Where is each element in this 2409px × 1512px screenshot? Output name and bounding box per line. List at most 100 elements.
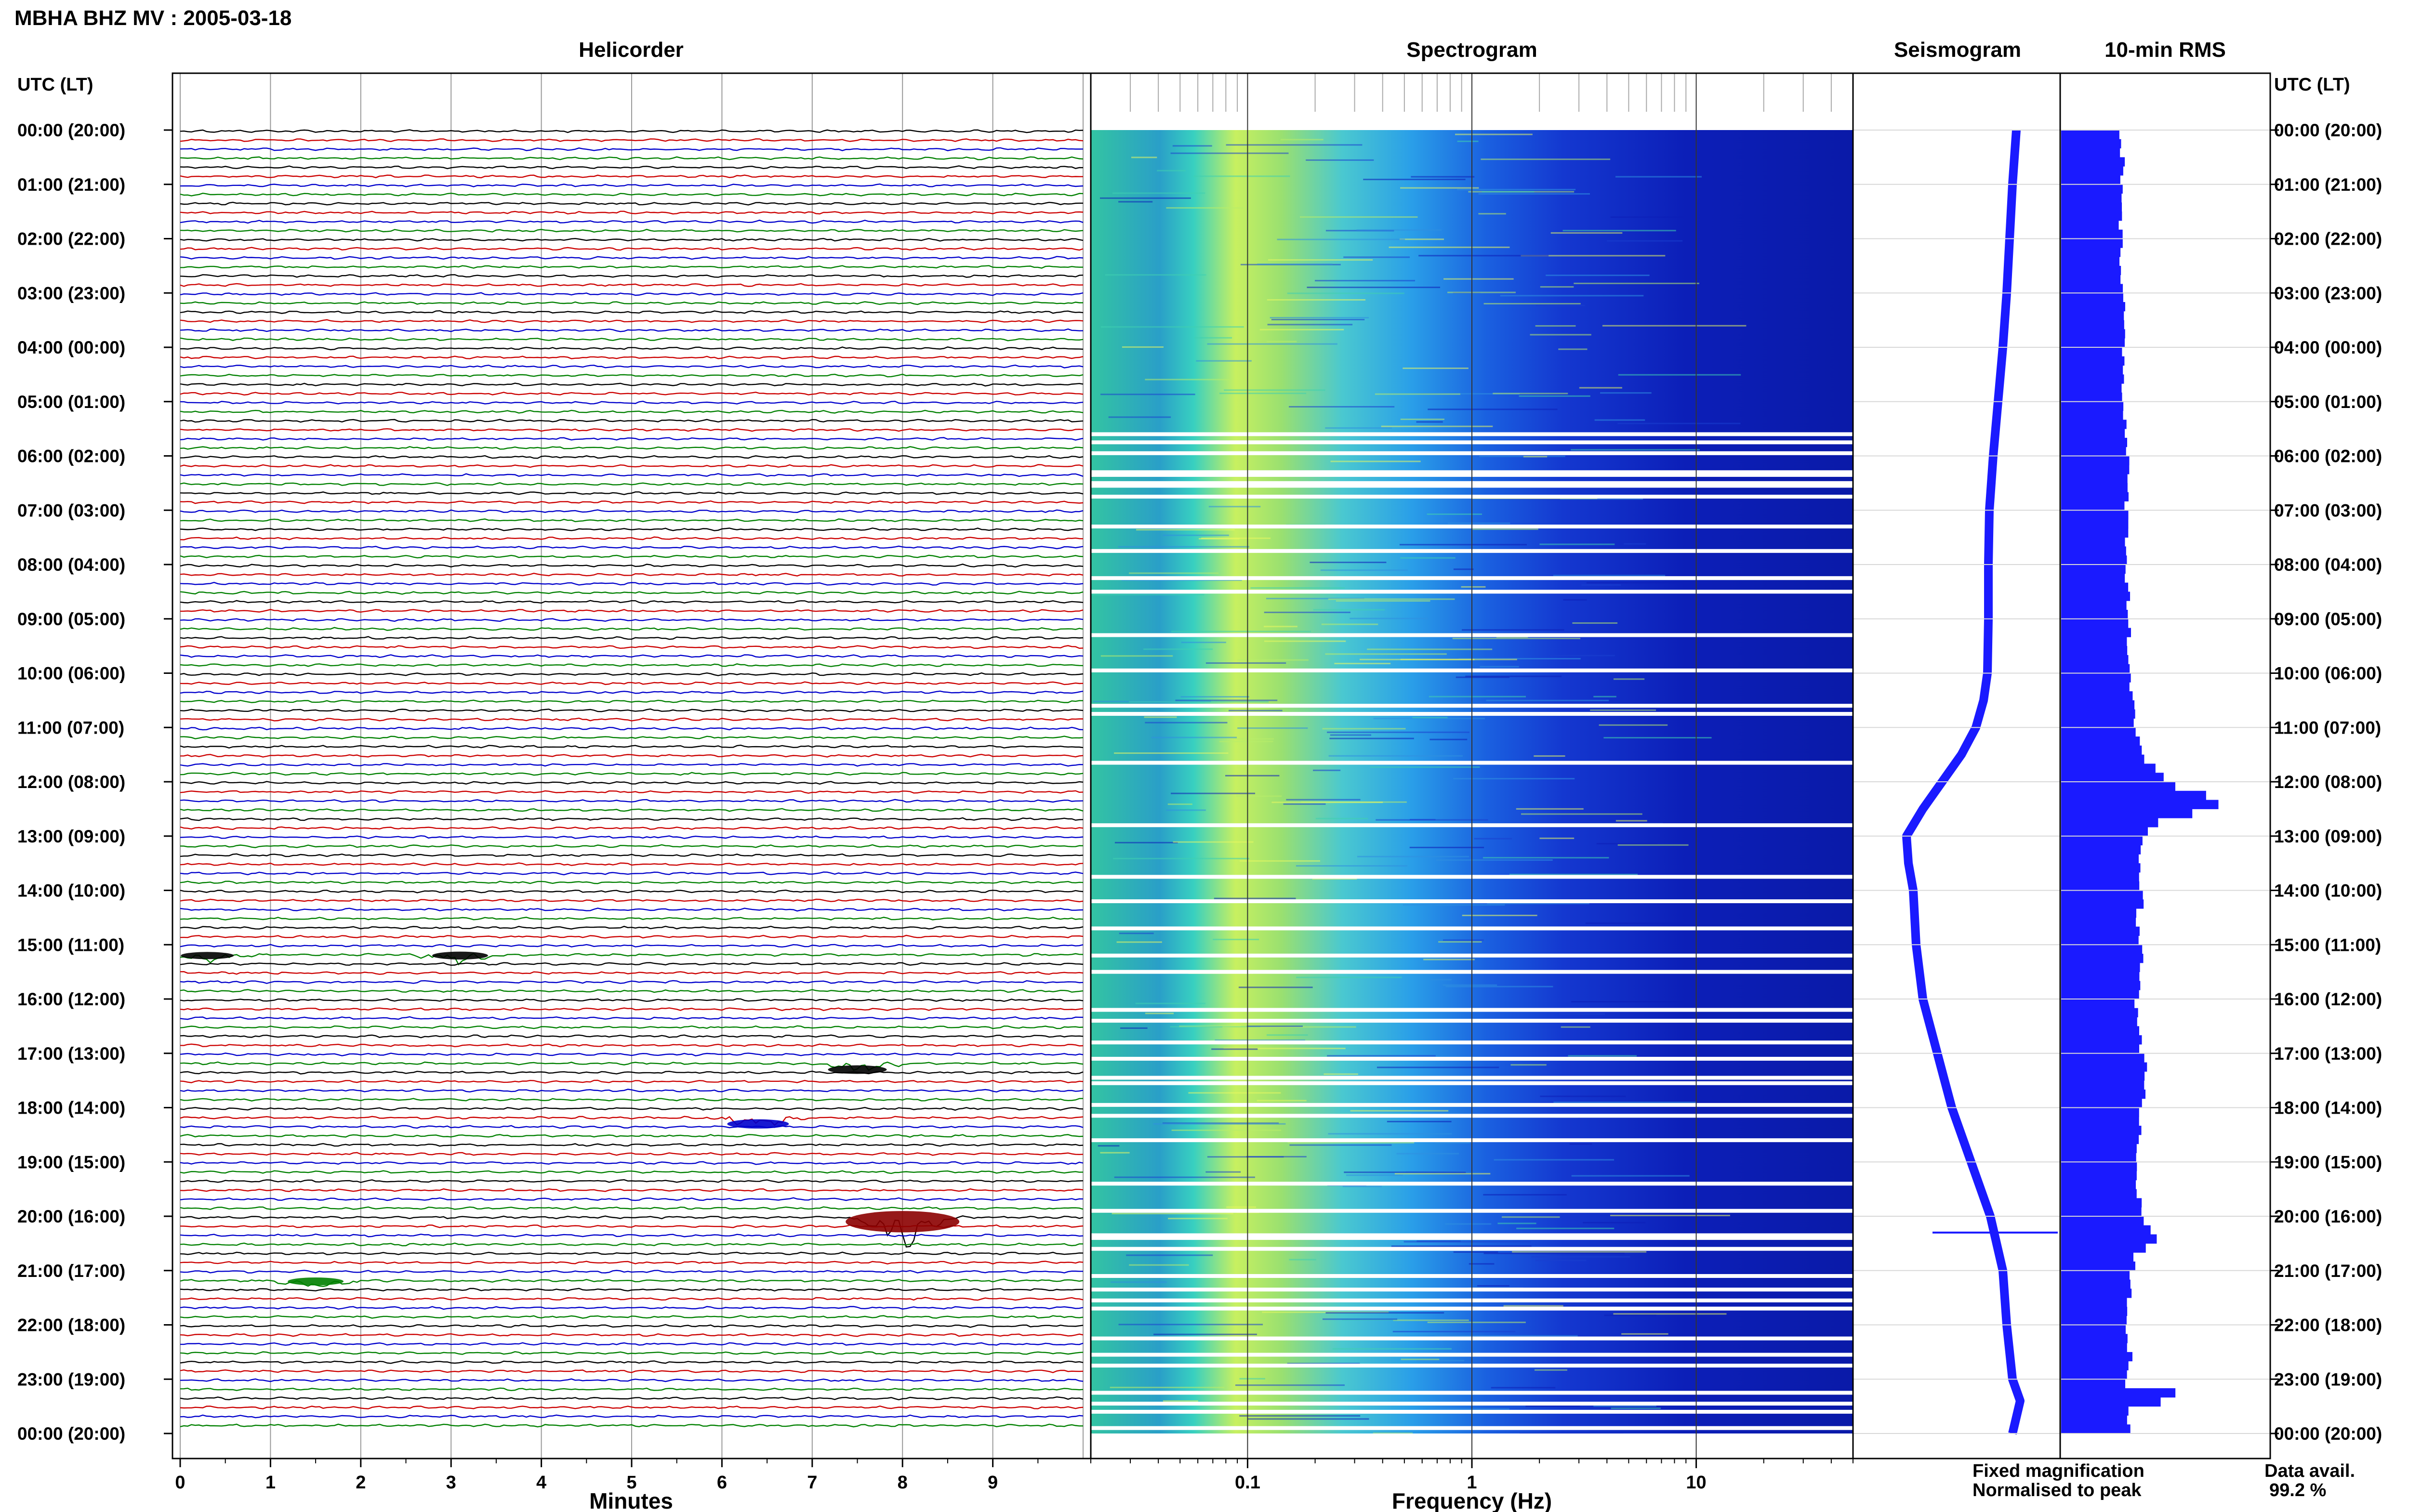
- spectrogram-texture: [1306, 159, 1374, 161]
- spectrogram-texture: [1170, 1026, 1261, 1028]
- rms-bar: [2061, 1288, 2132, 1298]
- helicorder-trace: [180, 934, 1084, 939]
- hour-label-right: 00:00 (20:00): [2274, 1424, 2382, 1444]
- rms-bar: [2061, 1406, 2129, 1416]
- spectrogram-texture: [1270, 317, 1369, 319]
- rms-bar: [2061, 1388, 2176, 1398]
- spectrogram-xlabel: Frequency (Hz): [1392, 1488, 1552, 1512]
- spectrogram-texture: [1246, 1026, 1303, 1027]
- spectrogram-texture: [1593, 1405, 1656, 1407]
- rms-bar: [2061, 275, 2121, 284]
- helicorder-trace: [180, 618, 1084, 622]
- spectrogram-texture: [1287, 1363, 1360, 1365]
- hour-label-right: 09:00 (05:00): [2274, 609, 2382, 629]
- spectrogram-texture: [1370, 766, 1480, 768]
- spectrogram-texture: [1418, 255, 1549, 257]
- spectrogram-texture: [1153, 1333, 1257, 1335]
- rms-bar: [2061, 863, 2141, 873]
- rms-panel: [2061, 130, 2219, 1434]
- minute-tick-label: 0: [175, 1473, 185, 1493]
- helicorder-trace: [180, 826, 1084, 830]
- spectrogram-texture: [1100, 197, 1191, 199]
- spectrogram-texture: [1168, 1218, 1228, 1220]
- hour-label-right: 16:00 (12:00): [2274, 989, 2382, 1009]
- spectrogram-texture: [1357, 855, 1469, 857]
- helicorder-trace: [180, 980, 1084, 984]
- spectrogram-texture: [1313, 609, 1385, 611]
- spectrogram-texture: [1375, 393, 1461, 395]
- spectrogram-texture: [1289, 1144, 1392, 1146]
- spectrogram-texture: [1487, 903, 1589, 905]
- helicorder-trace: [180, 1306, 1084, 1310]
- rms-bar: [2061, 646, 2128, 656]
- helicorder-trace: [180, 1034, 1084, 1039]
- spectrogram-texture: [1571, 1001, 1699, 1003]
- spectrogram-texture: [1416, 1240, 1461, 1242]
- helicorder-trace: [180, 283, 1084, 287]
- spectrogram-texture: [1387, 1120, 1452, 1122]
- helicorder-trace: [180, 491, 1084, 495]
- spectrogram-texture: [1120, 1027, 1148, 1029]
- hour-label-left: 00:00 (20:00): [17, 1424, 125, 1444]
- spectrogram-texture: [1235, 1384, 1345, 1386]
- helicorder-trace: [180, 645, 1084, 649]
- spectrogram-texture: [1325, 653, 1447, 655]
- spectrogram-texture: [1172, 145, 1212, 147]
- rms-bar: [2061, 1162, 2137, 1171]
- helicorder-trace: [180, 1052, 1084, 1057]
- spectrogram-texture: [1496, 636, 1528, 638]
- minute-tick-label: 7: [807, 1473, 817, 1493]
- helicorder-trace: [180, 591, 1084, 595]
- helicorder-trace: [180, 871, 1084, 876]
- helicorder-trace: [180, 726, 1084, 731]
- helicorder-trace: [180, 581, 1084, 586]
- spectrogram-texture: [1229, 710, 1283, 711]
- spectrogram-texture: [1590, 709, 1656, 711]
- helicorder-trace: [180, 1079, 1084, 1084]
- rms-bar: [2061, 1243, 2146, 1253]
- rms-bar: [2061, 754, 2144, 764]
- helicorder-trace: [180, 219, 1084, 224]
- spectrogram-texture: [1585, 922, 1686, 924]
- spectrogram-texture: [1571, 1175, 1690, 1177]
- helicorder-trace: [180, 446, 1084, 450]
- rms-bar: [2061, 383, 2122, 393]
- spectrogram-texture: [1144, 716, 1177, 718]
- helicorder-trace: [180, 292, 1084, 296]
- spectrogram-texture: [1455, 133, 1533, 135]
- spectrogram-texture: [1539, 837, 1575, 839]
- spectrogram-texture: [1400, 187, 1479, 189]
- spectrogram-texture: [1482, 191, 1535, 193]
- spectrogram-texture: [1239, 1378, 1265, 1380]
- spectrogram-texture: [1226, 144, 1363, 146]
- spectrogram-texture: [1126, 1254, 1213, 1256]
- helicorder-trace: [180, 1206, 1084, 1210]
- data-availability-value: 99.2 %: [2269, 1480, 2326, 1500]
- spectrogram-texture: [1457, 140, 1479, 142]
- rms-bar: [2061, 1044, 2140, 1054]
- spectrogram-texture: [1166, 809, 1206, 811]
- spectrogram-texture: [1447, 291, 1516, 293]
- spectrogram-texture: [1271, 319, 1365, 321]
- spectrogram-texture: [1403, 904, 1505, 906]
- spectrogram-texture: [1423, 959, 1475, 960]
- rms-bar: [2061, 474, 2128, 484]
- spectrogram-texture: [1469, 1263, 1495, 1265]
- rms-bar: [2061, 790, 2206, 801]
- spectrogram-texture: [1289, 1259, 1316, 1261]
- helicorder-trace: [180, 753, 1084, 758]
- spectrogram-texture: [1399, 238, 1444, 240]
- hour-label-left: 10:00 (06:00): [17, 664, 125, 684]
- spectrogram-texture: [1299, 216, 1418, 218]
- spectrogram-texture: [1443, 939, 1484, 941]
- helicorder-trace: [180, 1097, 1084, 1102]
- helicorder-trace: [180, 1387, 1084, 1392]
- hour-label-right: 17:00 (13:00): [2274, 1044, 2382, 1064]
- hour-label-left: 06:00 (02:00): [17, 447, 125, 466]
- helicorder-event: [846, 1211, 960, 1233]
- helicorder-trace: [180, 835, 1084, 839]
- spectrogram-texture: [1232, 738, 1274, 740]
- freq-tick-label: 0.1: [1235, 1473, 1260, 1493]
- spectrogram-texture: [1315, 817, 1368, 819]
- spectrogram-texture: [1264, 611, 1350, 613]
